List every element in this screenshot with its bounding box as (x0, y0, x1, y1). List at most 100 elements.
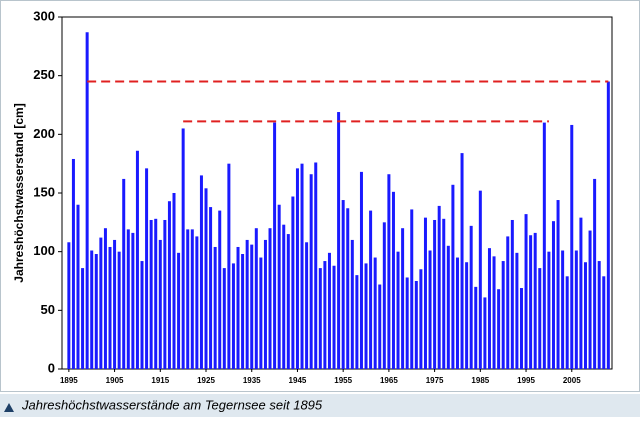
bar (483, 297, 487, 369)
bar (433, 219, 437, 369)
caption: Jahreshöchstwasserstände am Tegernsee se… (21, 397, 323, 412)
bar (515, 252, 519, 369)
bar (99, 237, 103, 369)
bar (506, 236, 510, 369)
bar (451, 184, 455, 369)
bar (213, 246, 217, 369)
x-tick-label: 1895 (60, 376, 78, 385)
bar (570, 124, 574, 370)
bar (227, 163, 231, 369)
bar (131, 232, 135, 369)
bar (135, 150, 139, 369)
bar (369, 210, 373, 369)
x-tick-label: 1935 (243, 376, 261, 385)
bar (209, 207, 213, 369)
x-tick-label: 1995 (517, 376, 535, 385)
y-tick-label: 300 (33, 8, 55, 23)
bar (327, 252, 331, 369)
bar (492, 256, 496, 369)
bar (373, 257, 377, 369)
bar (378, 284, 382, 369)
bar (286, 234, 290, 369)
bar (410, 209, 414, 369)
x-tick-label: 1965 (380, 376, 398, 385)
x-tick-label: 1925 (197, 376, 215, 385)
bar (551, 221, 555, 369)
bar (154, 218, 158, 369)
bar (529, 235, 533, 369)
bar (259, 257, 263, 369)
y-tick-label: 200 (33, 126, 55, 141)
bar (561, 250, 565, 369)
bar (414, 281, 418, 369)
bar (103, 228, 107, 369)
bar (117, 251, 121, 369)
bar (510, 219, 514, 369)
bar (76, 204, 80, 369)
bar (606, 81, 610, 370)
bar (236, 246, 240, 369)
bar (337, 112, 341, 369)
bar (309, 174, 313, 369)
bar (565, 276, 569, 369)
y-axis-label: Jahreshöchstwasserstand [cm] (12, 103, 26, 282)
bar (199, 175, 203, 369)
bar (94, 254, 98, 369)
bar (71, 158, 75, 369)
bar (291, 196, 295, 369)
bar (524, 214, 528, 369)
bar (547, 251, 551, 369)
bar (300, 163, 304, 369)
bar (574, 250, 578, 369)
bar (314, 162, 318, 369)
bar (177, 252, 181, 369)
bar (474, 286, 478, 369)
bar (186, 229, 190, 369)
bar (218, 210, 222, 369)
bar (122, 178, 126, 369)
bar (85, 32, 89, 370)
bar (487, 248, 491, 369)
bar (305, 242, 309, 369)
bar (145, 168, 149, 369)
bar (323, 261, 327, 369)
bar (149, 219, 153, 369)
x-tick-label: 1905 (106, 376, 124, 385)
bar (295, 168, 299, 369)
bar (428, 250, 432, 369)
bar (538, 268, 542, 369)
bar (163, 219, 167, 369)
bar (346, 208, 350, 369)
y-tick-label: 100 (33, 243, 55, 258)
bar (245, 239, 249, 369)
bar (423, 217, 427, 369)
bar (465, 262, 469, 369)
bar (460, 153, 464, 369)
bar (113, 239, 117, 369)
bar (140, 261, 144, 369)
bar (579, 217, 583, 369)
bar (268, 228, 272, 369)
bar (396, 251, 400, 369)
bar (583, 262, 587, 369)
x-tick-label: 1915 (151, 376, 169, 385)
bar (455, 257, 459, 369)
bar (277, 204, 281, 369)
bar (332, 265, 336, 369)
bar (588, 230, 592, 369)
bar (67, 242, 71, 369)
x-tick-label: 2005 (563, 376, 581, 385)
bar (419, 269, 423, 369)
bar (602, 276, 606, 369)
bar (593, 178, 597, 369)
bar (478, 190, 482, 369)
x-tick-label: 1945 (289, 376, 307, 385)
bar (181, 128, 185, 369)
bar (442, 218, 446, 369)
bar (282, 224, 286, 369)
bar (263, 239, 267, 369)
y-tick-label: 150 (33, 184, 55, 199)
bar (222, 268, 226, 369)
bar (341, 200, 345, 369)
